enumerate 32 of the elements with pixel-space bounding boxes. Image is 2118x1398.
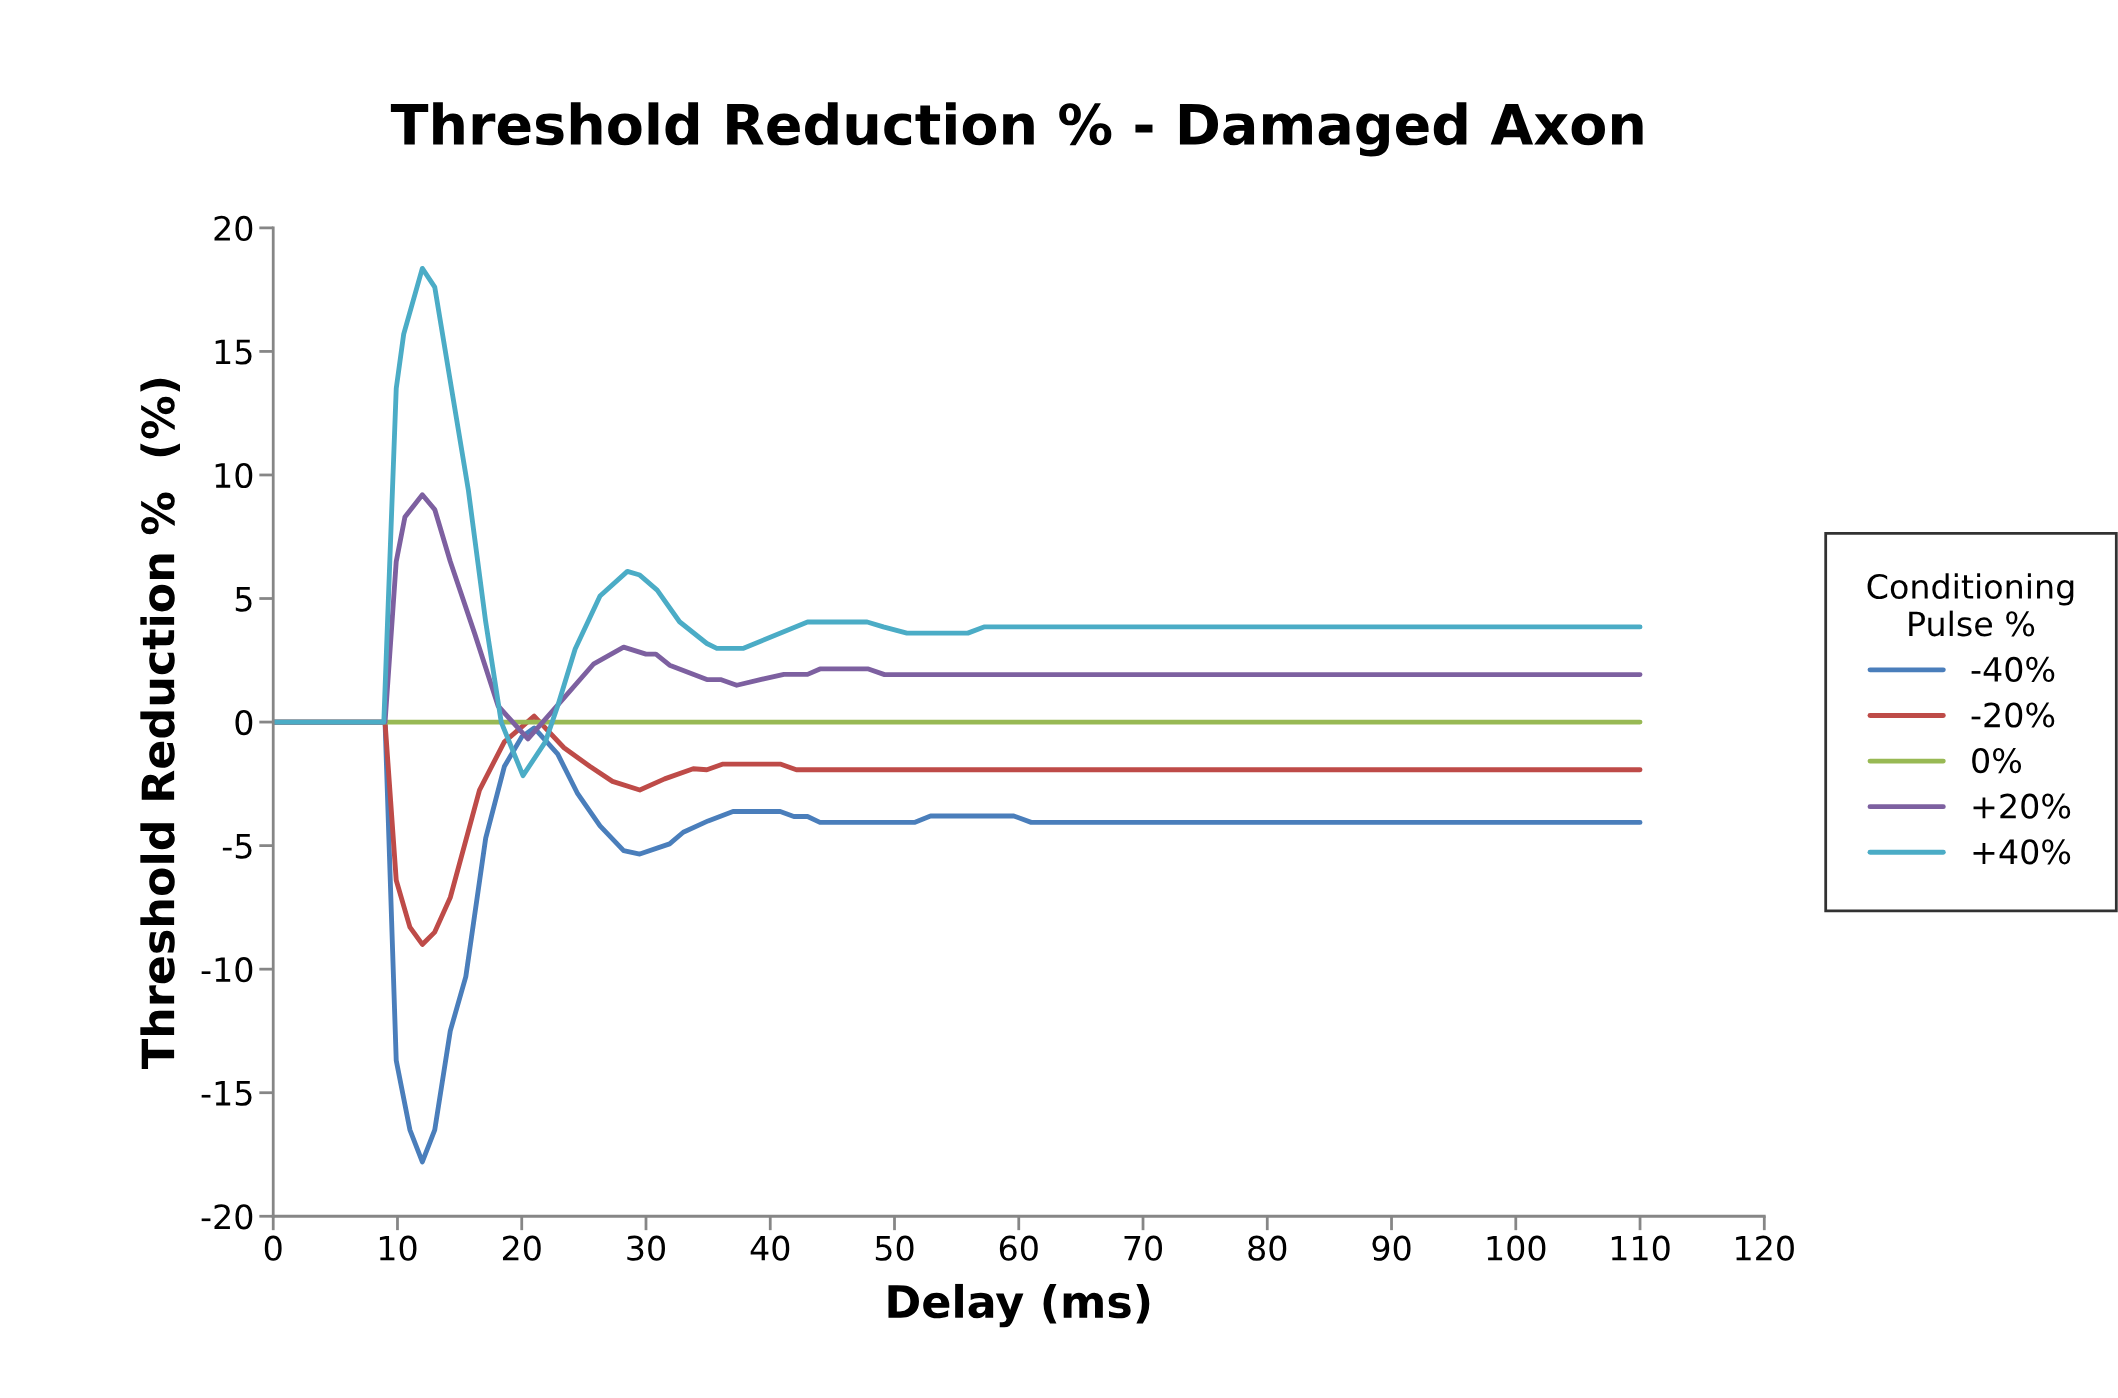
x-tick-label: 0 xyxy=(264,1235,282,1261)
y-tick-label: -5 xyxy=(222,833,252,859)
y-axis-title: Threshold Reduction % (%) xyxy=(140,378,180,1069)
legend-label: 0% xyxy=(1972,747,2022,774)
y-tick-label: -15 xyxy=(201,1081,252,1106)
y-tick-label: -20 xyxy=(201,1204,253,1230)
x-tick-label: 90 xyxy=(1372,1235,1411,1261)
x-tick-label: 120 xyxy=(1736,1235,1794,1261)
legend-label: -40% xyxy=(1971,656,2055,683)
x-tick-label: 50 xyxy=(875,1235,914,1261)
y-tick-label: 0 xyxy=(235,709,253,736)
legend-title: Conditioning Pulse % xyxy=(1867,573,2074,637)
x-tick-label: 30 xyxy=(627,1235,665,1261)
line-series xyxy=(273,265,1643,779)
y-tick-label: 20 xyxy=(214,215,253,242)
y-tick-label: 10 xyxy=(215,462,253,489)
x-axis-title: Delay (ms) xyxy=(888,1283,1150,1328)
x-tick-label: 20 xyxy=(502,1235,541,1261)
legend-label: +20% xyxy=(1973,793,2071,819)
x-tick-label: 100 xyxy=(1487,1235,1546,1261)
legend-label: -20% xyxy=(1971,702,2055,728)
legend-label: +40% xyxy=(1973,839,2071,865)
x-tick-label: 40 xyxy=(750,1235,790,1261)
x-tick-label: 70 xyxy=(1124,1235,1163,1261)
x-tick-label: 110 xyxy=(1611,1235,1670,1261)
x-tick-label: 10 xyxy=(379,1235,417,1261)
y-tick-label: 5 xyxy=(235,586,252,612)
y-tick-label: -10 xyxy=(201,957,253,983)
x-tick-label: 60 xyxy=(999,1235,1038,1261)
x-tick-label: 80 xyxy=(1248,1235,1287,1261)
y-tick-label: 15 xyxy=(215,339,252,365)
chart-title: Threshold Reduction % - Damaged Axon xyxy=(390,102,1643,157)
